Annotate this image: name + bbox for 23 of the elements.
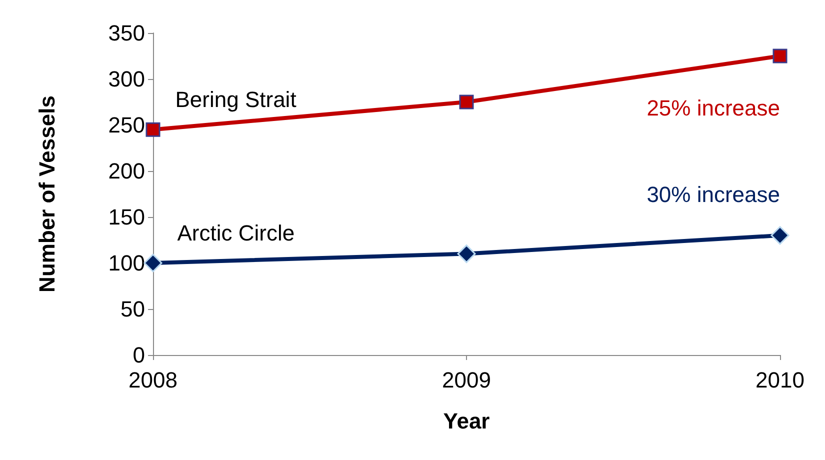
x-tick-label: 2008 xyxy=(128,368,178,392)
annotation: 25% increase xyxy=(646,96,780,120)
point xyxy=(770,226,790,245)
point xyxy=(144,254,162,272)
point xyxy=(146,122,160,137)
series-label: Arctic Circle xyxy=(177,220,295,246)
point xyxy=(459,94,474,110)
point xyxy=(772,48,788,64)
y-tick-label: 350 xyxy=(108,20,145,46)
y-tick-label: 100 xyxy=(108,250,145,276)
series-label: Bering Strait xyxy=(175,87,296,112)
y-tick-label: 200 xyxy=(108,158,145,184)
y-tick-label: 50 xyxy=(120,296,145,322)
y-tick-label: 300 xyxy=(108,66,145,92)
y-tick-label: 0 xyxy=(132,342,145,368)
x-tick-label: 2009 xyxy=(442,368,491,392)
x-axis-title: Year xyxy=(443,408,490,434)
y-tick-label: 150 xyxy=(108,204,145,230)
y-axis-title: Number of Vessels xyxy=(34,96,60,292)
y-tick-label: 250 xyxy=(108,112,145,138)
x-tick-label: 2010 xyxy=(756,368,804,392)
annotation: 30% increase xyxy=(646,182,780,207)
point xyxy=(457,244,476,264)
